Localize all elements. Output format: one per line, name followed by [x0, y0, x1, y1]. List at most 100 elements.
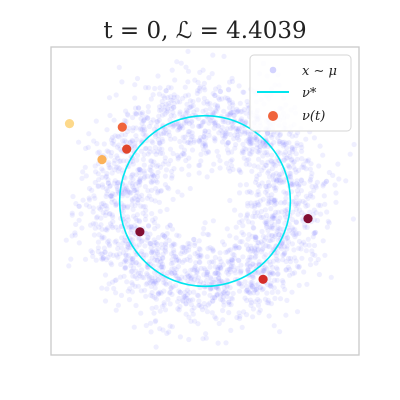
mu-sample-point: [212, 92, 218, 98]
mu-sample-point: [186, 163, 192, 169]
mu-sample-point: [289, 145, 295, 151]
mu-sample-point: [266, 244, 272, 250]
mu-sample-point: [260, 196, 266, 202]
mu-sample-point: [129, 158, 135, 165]
mu-sample-point: [172, 254, 179, 260]
mu-sample-point: [144, 195, 150, 201]
mu-sample-point: [273, 200, 279, 206]
mu-sample-point: [134, 189, 140, 195]
mu-sample-point: [149, 171, 155, 177]
mu-sample-point: [214, 291, 220, 297]
mu-sample-point: [161, 107, 167, 113]
mu-sample-point: [120, 191, 126, 197]
mu-sample-point: [232, 255, 238, 261]
mu-sample-point: [282, 207, 288, 213]
mu-sample-point: [153, 296, 159, 302]
mu-sample-point: [245, 289, 251, 295]
mu-sample-point: [143, 213, 149, 219]
mu-sample-point: [185, 132, 191, 138]
mu-sample-point: [310, 234, 316, 240]
particle-layer: [64, 119, 313, 284]
mu-sample-point: [139, 120, 145, 127]
mu-sample-point: [247, 248, 253, 254]
mu-sample-point: [106, 95, 113, 101]
mu-sample-point: [268, 206, 274, 212]
mu-sample-point: [264, 290, 270, 296]
mu-sample-point: [259, 287, 265, 293]
mu-sample-point: [293, 219, 299, 226]
mu-sample-point: [262, 189, 268, 195]
mu-sample-point: [125, 288, 131, 294]
mu-sample-point: [80, 197, 86, 203]
mu-sample-point: [324, 178, 330, 184]
mu-sample-point: [104, 227, 110, 233]
mu-sample-point: [273, 170, 279, 176]
mu-sample-point: [236, 281, 242, 287]
mu-sample-point: [210, 118, 216, 124]
mu-sample-point: [191, 236, 197, 242]
mu-sample-point: [275, 219, 281, 225]
mu-sample-point: [154, 119, 160, 125]
mu-sample-point: [96, 149, 102, 155]
mu-sample-point: [147, 231, 153, 237]
mu-sample-point: [214, 148, 220, 154]
mu-sample-point: [235, 126, 241, 132]
mu-sample-point: [277, 139, 283, 145]
mu-sample-point: [141, 168, 147, 174]
mu-sample-point: [171, 249, 177, 256]
mu-sample-point: [238, 268, 244, 274]
mu-sample-point: [285, 264, 291, 270]
mu-sample-point: [213, 316, 219, 322]
mu-sample-point: [299, 177, 305, 184]
mu-sample-point: [275, 258, 281, 264]
mu-sample-point: [257, 139, 263, 145]
mu-sample-point: [196, 123, 202, 129]
mu-sample-point: [224, 160, 230, 166]
mu-sample-point: [244, 297, 250, 303]
mu-sample-point: [126, 125, 132, 131]
mu-sample-point: [158, 188, 164, 194]
mu-sample-point: [122, 265, 128, 271]
mu-sample-point: [140, 204, 146, 210]
mu-sample-point: [277, 329, 283, 335]
mu-sample-point: [168, 85, 174, 91]
mu-sample-point: [303, 136, 309, 142]
mu-sample-point: [183, 120, 189, 126]
mu-sample-point: [169, 324, 175, 330]
mu-sample-point: [129, 202, 135, 208]
mu-sample-point: [260, 241, 266, 247]
mu-sample-point: [186, 139, 192, 145]
mu-sample-point: [281, 179, 287, 185]
mu-sample-point: [138, 251, 144, 257]
mu-sample-point: [181, 257, 187, 263]
mu-sample-point: [183, 118, 189, 124]
mu-sample-point: [167, 281, 173, 287]
mu-sample-point: [202, 304, 208, 310]
mu-sample-point: [285, 239, 292, 245]
mu-sample-point: [185, 48, 191, 55]
mu-sample-point: [185, 129, 191, 135]
mu-sample-point: [160, 255, 166, 261]
mu-sample-point: [179, 274, 185, 280]
mu-sample-point: [281, 200, 287, 206]
mu-sample-point: [279, 139, 286, 145]
mu-sample-point: [143, 281, 149, 287]
mu-sample-point: [254, 149, 261, 155]
mu-sample-point: [148, 250, 154, 256]
mu-sample-point: [262, 264, 268, 270]
mu-sample-point: [272, 295, 278, 301]
mu-sample-point: [86, 131, 92, 137]
mu-sample-point: [249, 220, 255, 226]
mu-sample-point: [245, 131, 251, 137]
mu-sample-point: [264, 282, 270, 288]
mu-sample-point: [243, 182, 249, 188]
mu-sample-point: [186, 247, 192, 253]
mu-sample-point: [115, 180, 121, 186]
mu-sample-point: [129, 289, 135, 295]
mu-sample-point: [152, 215, 158, 221]
mu-sample-point: [140, 156, 146, 162]
mu-sample-point: [152, 295, 158, 301]
mu-sample-point: [117, 146, 123, 152]
mu-sample-point: [210, 279, 216, 286]
mu-sample-point: [198, 158, 204, 164]
